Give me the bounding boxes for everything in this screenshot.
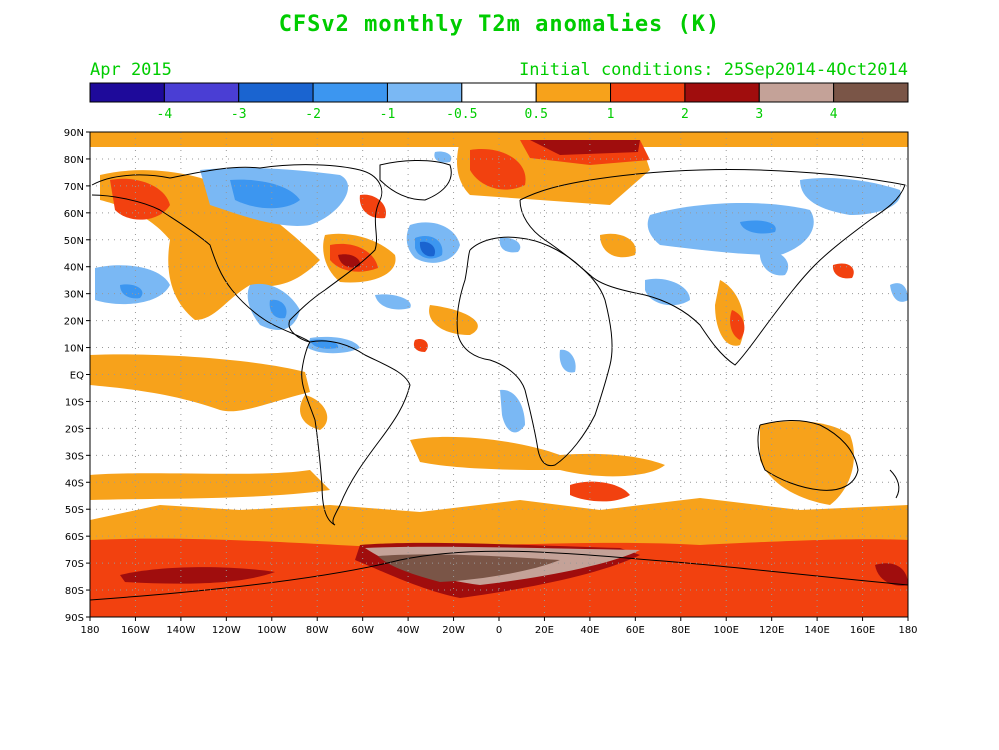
lon-tick-label: 100W	[257, 625, 286, 636]
lat-tick-label: 80S	[65, 586, 84, 597]
colorbar-tick-label: 3	[755, 107, 763, 122]
colorbar-tick-label: 4	[830, 107, 838, 122]
lon-tick-label: 80E	[671, 625, 690, 636]
lat-tick-label: 30S	[65, 451, 84, 462]
lon-tick-label: 40W	[397, 625, 420, 636]
longitude-axis: 180 160W 140W 120W 100W 80W 60W 40W 20W 0 20E 40E 60…	[80, 617, 918, 636]
colorbar-bin	[833, 82, 909, 103]
colorbar-tick-label: -3	[231, 107, 247, 122]
lat-tick-label: 10S	[65, 397, 84, 408]
lat-tick-label: 60N	[64, 209, 84, 220]
lat-tick-label: 90N	[64, 128, 84, 139]
colorbar-tick-label: 2	[681, 107, 689, 122]
lat-tick-label: 30N	[64, 290, 84, 301]
lon-tick-label: 40E	[580, 625, 599, 636]
anomaly-warm-5-regions	[378, 554, 560, 582]
lat-tick-label: 40S	[65, 478, 84, 489]
lon-tick-label: 180	[898, 625, 917, 636]
anomaly-cool-3-regions	[419, 241, 436, 257]
lon-tick-label: 160E	[850, 625, 875, 636]
lon-tick-label: 60E	[626, 625, 645, 636]
lat-tick-label: 80N	[64, 155, 84, 166]
lon-tick-label: 80W	[306, 625, 329, 636]
latitude-axis: 90N 80N 70N 60N 50N 40N 30N 20N 10N EQ 10S 20S 30S 40…	[64, 128, 90, 624]
colorbar-legend: -4 -3 -2 -1 -0.5 0.5 1 2 3 4	[89, 82, 909, 122]
lat-tick-label: 40N	[64, 263, 84, 274]
lat-lon-grid	[90, 132, 908, 617]
lon-tick-label: 0	[496, 625, 502, 636]
lat-tick-label: 20S	[65, 424, 84, 435]
colorbar-tick-label: -1	[380, 107, 396, 122]
lat-tick-label: 10N	[64, 344, 84, 355]
initial-conditions-label: Initial conditions: 25Sep2014-4Oct2014	[519, 60, 908, 80]
lon-tick-label: 20E	[535, 625, 554, 636]
lon-tick-label: 100E	[714, 625, 739, 636]
map-title: CFSv2 monthly T2m anomalies (K)	[278, 12, 721, 37]
lat-tick-label: 50S	[65, 505, 84, 516]
colorbar-tick-label: 1	[607, 107, 615, 122]
lat-tick-label: 70N	[64, 182, 84, 193]
lon-tick-label: 120E	[759, 625, 784, 636]
lon-tick-label: 180	[80, 625, 99, 636]
lon-tick-label: 60W	[351, 625, 374, 636]
lon-tick-label: 120W	[212, 625, 241, 636]
lon-tick-label: 140E	[804, 625, 829, 636]
lat-tick-label: 60S	[65, 532, 84, 543]
colorbar-tick-label: -2	[305, 107, 321, 122]
continent-outlines	[90, 159, 908, 601]
lon-tick-label: 20W	[442, 625, 465, 636]
valid-month-label: Apr 2015	[90, 60, 172, 80]
lon-tick-label: 160W	[121, 625, 150, 636]
lat-tick-label: 70S	[65, 559, 84, 570]
colorbar-tick-label: -0.5	[446, 107, 477, 122]
lon-tick-label: 140W	[166, 625, 195, 636]
lat-tick-label: EQ	[70, 371, 84, 382]
colorbar-tick-label: 0.5	[524, 107, 547, 122]
colorbar-tick-label: -4	[157, 107, 173, 122]
lat-tick-label: 50N	[64, 236, 84, 247]
lat-tick-label: 20N	[64, 317, 84, 328]
lat-tick-label: 90S	[65, 613, 84, 624]
